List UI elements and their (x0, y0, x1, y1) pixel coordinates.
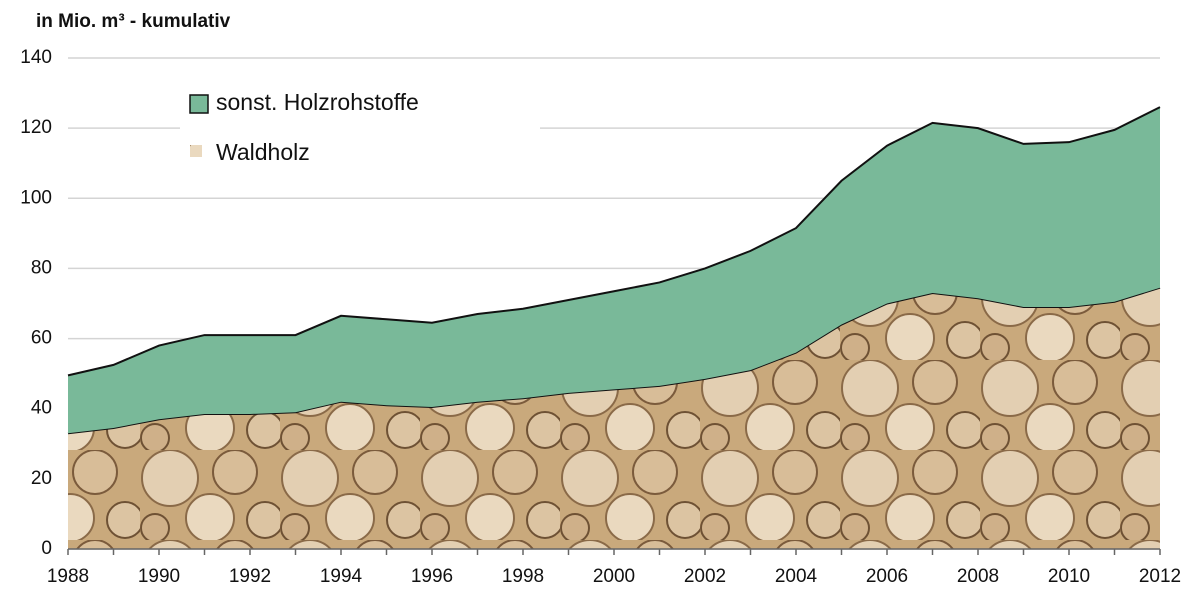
x-tick-label: 2010 (1048, 566, 1090, 587)
y-tick-label: 120 (20, 117, 52, 138)
x-tick-label: 2002 (684, 566, 726, 587)
x-tick-label: 1994 (320, 566, 363, 587)
y-tick-label: 140 (20, 47, 52, 68)
x-tick-label: 1988 (47, 566, 89, 587)
x-tick-label: 2008 (957, 566, 999, 587)
y-tick-label: 80 (31, 257, 52, 278)
legend-label: Waldholz (216, 139, 310, 165)
x-tick-label: 2012 (1139, 566, 1181, 587)
y-tick-label: 100 (20, 187, 52, 208)
x-tick-label: 2000 (593, 566, 635, 587)
x-tick-label: 1996 (411, 566, 453, 587)
y-tick-label: 40 (31, 398, 52, 419)
area (68, 107, 1160, 434)
legend-background (180, 84, 540, 174)
x-tick-label: 1990 (138, 566, 180, 587)
x-tick-label: 1992 (229, 566, 271, 587)
x-tick-label: 2004 (775, 566, 818, 587)
legend-swatch (189, 94, 209, 114)
legend-label: sonst. Holzrohstoffe (216, 89, 419, 115)
legend-swatch (190, 145, 202, 157)
y-tick-label: 60 (31, 328, 52, 349)
chart-title: in Mio. m³ - kumulativ (36, 11, 231, 32)
y-tick-label: 20 (31, 468, 52, 489)
x-tick-label: 1998 (502, 566, 544, 587)
x-tick-label: 2006 (866, 566, 908, 587)
area (68, 287, 1160, 549)
y-tick-label: 0 (41, 538, 52, 559)
area-outline (67, 106, 1161, 377)
